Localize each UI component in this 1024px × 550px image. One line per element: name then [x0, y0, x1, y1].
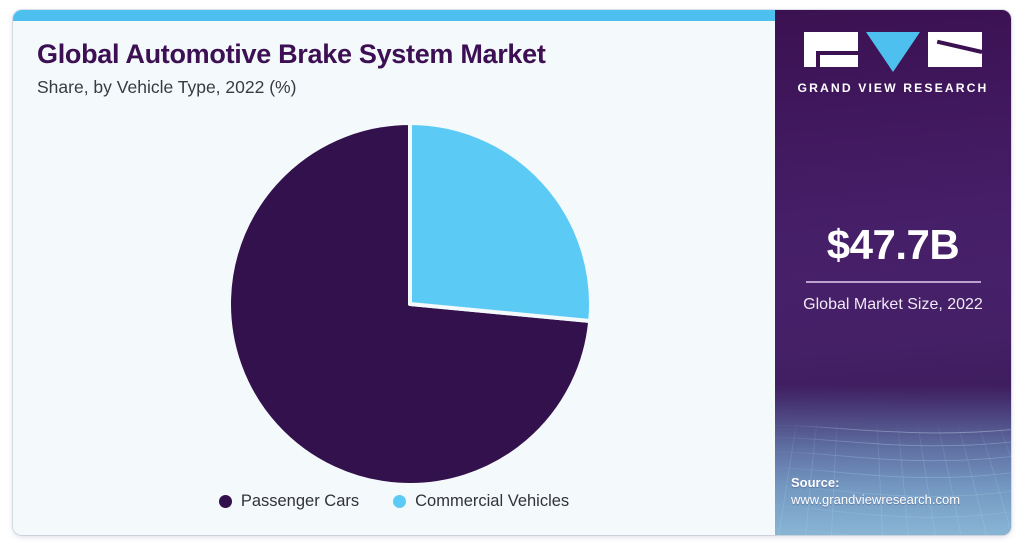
brand-logo: GRAND VIEW RESEARCH — [775, 32, 1011, 95]
source-label: Source: — [791, 474, 840, 490]
logo-letter-g-icon — [804, 32, 858, 67]
pie-slice[interactable] — [408, 122, 592, 324]
source-block: Source: www.grandviewresearch.com — [791, 474, 1007, 509]
top-accent-bar — [13, 10, 775, 21]
legend-item-commercial-vehicles[interactable]: Commercial Vehicles — [393, 492, 569, 511]
pie-chart — [228, 122, 592, 486]
page-title: Global Automotive Brake System Market — [37, 39, 546, 69]
legend-swatch-icon — [218, 495, 232, 508]
chart-subtitle: Share, by Vehicle Type, 2022 (%) — [37, 77, 297, 98]
stat-divider — [805, 281, 981, 283]
infographic-card: Global Automotive Brake System Market Sh… — [13, 10, 1011, 535]
legend-item-passenger-cars[interactable]: Passenger Cars — [218, 492, 360, 511]
legend-item-label: Commercial Vehicles — [415, 492, 570, 510]
chart-pane: Global Automotive Brake System Market Sh… — [13, 10, 775, 535]
market-size-stat: $47.7B Global Market Size, 2022 — [775, 224, 1011, 316]
legend-swatch-icon — [393, 495, 407, 508]
logo-letter-r-icon — [928, 32, 982, 67]
logo-letter-v-icon — [866, 32, 920, 72]
pie-chart-svg — [228, 122, 592, 486]
stat-caption: Global Market Size, 2022 — [803, 296, 983, 313]
chart-header: Global Automotive Brake System Market Sh… — [37, 39, 737, 98]
chart-legend: Passenger Cars Commercial Vehicles — [13, 492, 775, 511]
logo-marks — [775, 32, 1011, 72]
stat-value: $47.7B — [826, 221, 960, 268]
source-url[interactable]: www.grandviewresearch.com — [791, 492, 961, 508]
logo-wordmark: GRAND VIEW RESEARCH — [797, 81, 989, 95]
legend-item-label: Passenger Cars — [240, 492, 360, 510]
branding-panel: GRAND VIEW RESEARCH $47.7B Global Market… — [775, 10, 1011, 535]
wireframe-gradient-overlay — [775, 385, 1011, 535]
